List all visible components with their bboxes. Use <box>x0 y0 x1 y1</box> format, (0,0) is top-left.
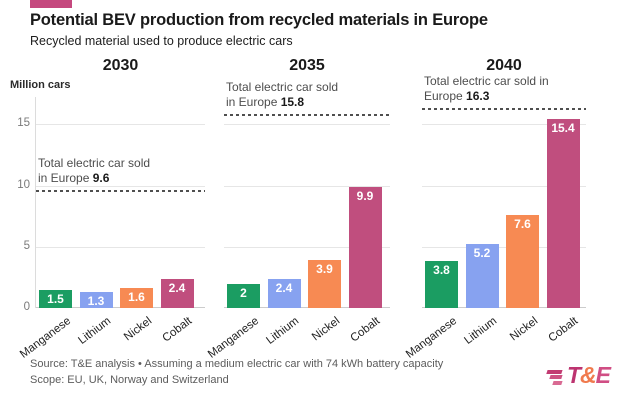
y-axis-title: Million cars <box>10 79 71 91</box>
y-axis-line <box>35 97 36 308</box>
total-sold-reference-line <box>422 108 586 111</box>
bar-value-label: 3.8 <box>433 263 450 278</box>
te-logo-bars-icon <box>546 369 563 386</box>
te-logo: T&E <box>546 362 611 389</box>
total-sold-annotation: Total electric car sold in Europe 9.6 <box>38 156 150 186</box>
bar-value-label: 15.4 <box>551 121 575 136</box>
bar-2040-manganese: 3.8 <box>425 261 458 308</box>
bar-2035-cobalt: 9.9 <box>348 186 382 308</box>
gridline-5 <box>422 246 586 248</box>
annotation-line1: Total electric car sold in <box>424 74 549 89</box>
x-axis-baseline <box>224 307 390 308</box>
scope-note: Scope: EU, UK, Norway and Switzerland <box>30 374 229 386</box>
gridline-5 <box>36 246 205 248</box>
logo-bar <box>546 369 563 374</box>
bar-value-label: 2 <box>240 285 247 300</box>
total-sold-reference-line <box>224 114 390 117</box>
annotation-line1: Total electric car sold <box>38 156 151 171</box>
bar-value-label: 7.6 <box>514 216 531 231</box>
panel-2030: 1.5 1.3 1.6 2.4 Manganese Lithium Nickel Cobalt… <box>17 96 205 361</box>
total-sold-annotation: Total electric car sold in Europe 16.3 <box>424 74 549 104</box>
bar-value-label: 1.6 <box>128 290 145 305</box>
chart-subtitle: Recycled material used to produce electr… <box>30 34 293 48</box>
annotation-total-value: 16.3 <box>466 89 490 104</box>
y-tick-0: 0 <box>23 301 30 313</box>
annotation-line1: Total electric car sold <box>226 80 339 95</box>
gridline-5 <box>224 246 390 248</box>
logo-bar <box>552 380 563 385</box>
panel-2035: 2 2.4 3.9 9.9 Manganese Lithium Nickel Cobalt To… <box>205 80 390 361</box>
bar-2030-cobalt: 2.4 <box>160 278 194 308</box>
y-tick-5: 5 <box>23 239 30 252</box>
plot-area-2035: 2 2.4 3.9 9.9 <box>224 96 390 308</box>
bar-2035-lithium: 2.4 <box>267 278 301 308</box>
y-tick-10: 10 <box>17 178 30 191</box>
year-label-2035: 2035 <box>289 57 325 74</box>
annotation-line2: Europe 16.3 <box>424 89 490 104</box>
y-tick-15: 15 <box>17 117 30 130</box>
bar-2030-lithium: 1.3 <box>79 292 113 309</box>
gridline-15 <box>224 124 390 126</box>
brand-flag <box>30 0 72 8</box>
bar-value-label: 2.4 <box>275 280 293 295</box>
total-sold-annotation: Total electric car sold in Europe 15.8 <box>226 80 338 110</box>
chart-title: Potential BEV production from recycled m… <box>30 11 488 29</box>
x-axis-baseline <box>422 307 586 308</box>
gridline-10 <box>36 185 205 187</box>
bar-value-label: 1.5 <box>47 291 64 306</box>
total-sold-reference-line <box>36 190 205 193</box>
logo-letter-E: E <box>595 362 611 388</box>
plot-area-2040: 3.8 5.2 7.6 15.4 <box>422 96 586 308</box>
bar-2035-nickel: 3.9 <box>308 260 341 308</box>
bar-value-label: 1.3 <box>87 294 105 309</box>
bar-2030-manganese: 1.5 <box>39 289 72 308</box>
plot-area-2030: 1.5 1.3 1.6 2.4 <box>36 96 205 308</box>
logo-bar <box>549 375 563 379</box>
logo-letter-amp: & <box>580 362 597 388</box>
gridline-15 <box>422 124 586 126</box>
bar-value-label: 2.4 <box>168 280 186 295</box>
annotation-line2: in Europe 15.8 <box>226 95 305 110</box>
gridline-15 <box>36 124 205 126</box>
bar-2040-cobalt: 15.4 <box>546 119 580 308</box>
gridline-10 <box>224 185 390 187</box>
annotation-total-value: 15.8 <box>280 95 305 110</box>
bar-value-label: 9.9 <box>356 188 374 203</box>
gridline-10 <box>422 185 586 187</box>
year-label-2040: 2040 <box>486 57 522 74</box>
source-note: Source: T&E analysis • Assuming a medium… <box>30 358 444 370</box>
annotation-line2: in Europe 9.6 <box>38 171 110 186</box>
te-logo-text: T&E <box>566 362 611 389</box>
panel-2040: 3.8 5.2 7.6 15.4 Manganese Lithium Nickel Cobal… <box>403 74 586 361</box>
year-label-2030: 2030 <box>102 57 139 74</box>
bar-2040-lithium: 5.2 <box>465 244 499 308</box>
bar-2030-nickel: 1.6 <box>120 288 153 308</box>
bar-value-label: 3.9 <box>316 262 333 277</box>
bar-2035-manganese: 2 <box>227 283 260 308</box>
bar-value-label: 5.2 <box>473 246 491 261</box>
annotation-total-value: 9.6 <box>92 171 110 186</box>
bar-2040-nickel: 7.6 <box>506 214 539 308</box>
logo-letter-T: T <box>566 362 581 388</box>
